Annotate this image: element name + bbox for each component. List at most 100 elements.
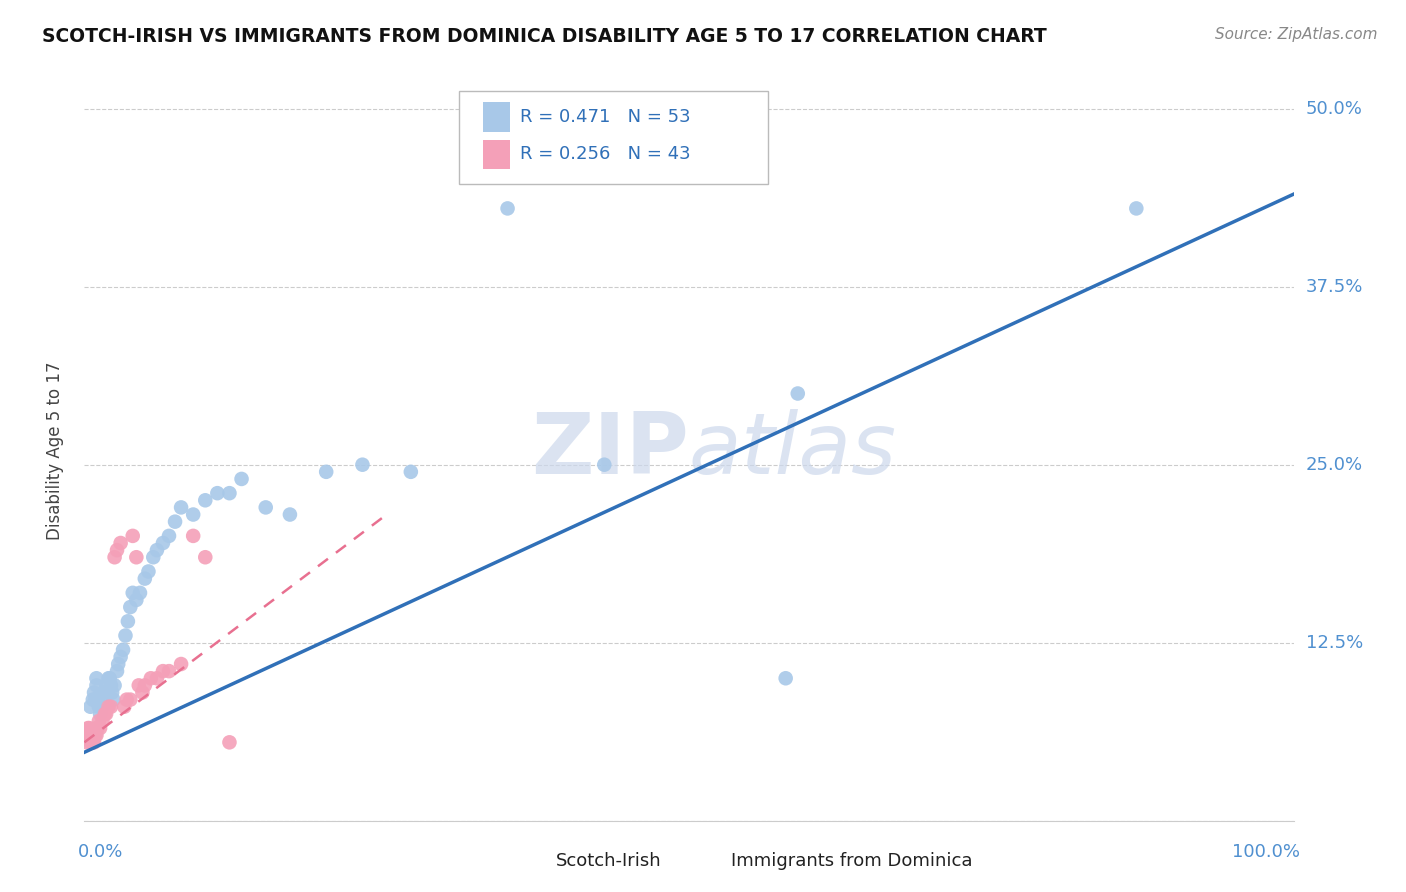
Point: [117, 615, 139, 629]
Point: [86, 692, 108, 706]
Text: R = 0.256   N = 43: R = 0.256 N = 43: [520, 145, 690, 163]
Text: Source: ZipAtlas.com: Source: ZipAtlas.com: [1215, 27, 1378, 42]
Point: [218, 735, 240, 749]
Point: [110, 649, 132, 664]
Point: [79, 699, 101, 714]
Point: [254, 500, 277, 515]
Point: [89, 721, 111, 735]
Bar: [484, 139, 510, 169]
Point: [91, 699, 114, 714]
Point: [105, 664, 128, 678]
Text: SCOTCH-IRISH VS IMMIGRANTS FROM DOMINICA DISABILITY AGE 5 TO 17 CORRELATION CHAR: SCOTCH-IRISH VS IMMIGRANTS FROM DOMINICA…: [42, 27, 1047, 45]
Point: [83, 728, 105, 742]
Point: [103, 692, 125, 706]
Point: [120, 600, 142, 615]
FancyBboxPatch shape: [460, 91, 768, 184]
Point: [786, 386, 808, 401]
Point: [110, 536, 132, 550]
Point: [86, 671, 108, 685]
Point: [112, 642, 135, 657]
Point: [399, 465, 422, 479]
Text: 25.0%: 25.0%: [1306, 456, 1362, 474]
Point: [129, 586, 152, 600]
Point: [352, 458, 374, 472]
Point: [194, 493, 217, 508]
Point: [77, 728, 100, 742]
Point: [79, 728, 101, 742]
Point: [105, 543, 128, 558]
Point: [170, 500, 193, 515]
Point: [84, 692, 107, 706]
Point: [86, 728, 108, 742]
Point: [83, 735, 105, 749]
Point: [114, 628, 136, 642]
Point: [138, 565, 160, 579]
Point: [112, 699, 135, 714]
Point: [91, 714, 114, 728]
Point: [76, 735, 98, 749]
Point: [157, 529, 180, 543]
Bar: [526, 848, 550, 875]
Text: Scotch-Irish: Scotch-Irish: [555, 853, 662, 871]
Point: [496, 202, 519, 216]
Point: [94, 706, 117, 721]
Point: [775, 671, 797, 685]
Point: [77, 721, 100, 735]
Point: [181, 508, 204, 522]
Point: [128, 678, 150, 692]
Point: [86, 721, 108, 735]
Point: [77, 721, 100, 735]
Text: 37.5%: 37.5%: [1306, 277, 1362, 296]
Point: [94, 678, 117, 692]
Point: [152, 664, 174, 678]
Point: [125, 593, 148, 607]
Point: [107, 657, 129, 671]
Y-axis label: Disability Age 5 to 17: Disability Age 5 to 17: [45, 361, 63, 540]
Text: 0.0%: 0.0%: [79, 843, 124, 861]
Point: [82, 735, 104, 749]
Point: [120, 692, 142, 706]
Point: [82, 692, 104, 706]
Point: [89, 706, 111, 721]
Point: [101, 685, 124, 699]
Text: R = 0.471   N = 53: R = 0.471 N = 53: [520, 108, 690, 127]
Point: [131, 685, 153, 699]
Point: [79, 735, 101, 749]
Point: [315, 465, 337, 479]
Point: [207, 486, 229, 500]
Text: atlas: atlas: [689, 409, 897, 492]
Point: [278, 508, 301, 522]
Point: [121, 586, 143, 600]
Point: [1125, 202, 1147, 216]
Point: [100, 678, 122, 692]
Bar: [702, 848, 725, 875]
Point: [84, 728, 107, 742]
Point: [98, 671, 121, 685]
Point: [134, 572, 156, 586]
Point: [134, 678, 156, 692]
Point: [170, 657, 193, 671]
Point: [142, 550, 165, 565]
Point: [86, 721, 108, 735]
Text: 12.5%: 12.5%: [1306, 633, 1362, 652]
Point: [82, 728, 104, 742]
Point: [77, 728, 100, 742]
Point: [218, 486, 240, 500]
Text: Immigrants from Dominica: Immigrants from Dominica: [731, 853, 973, 871]
Point: [152, 536, 174, 550]
Point: [121, 529, 143, 543]
Point: [87, 714, 110, 728]
Point: [194, 550, 217, 565]
Point: [146, 671, 169, 685]
Text: ZIP: ZIP: [531, 409, 689, 492]
Point: [80, 728, 103, 742]
Text: 50.0%: 50.0%: [1306, 100, 1362, 118]
Point: [94, 706, 117, 721]
Point: [146, 543, 169, 558]
Point: [100, 699, 122, 714]
Point: [157, 664, 180, 678]
Point: [104, 550, 127, 565]
Point: [83, 685, 105, 699]
Point: [115, 692, 138, 706]
Point: [97, 671, 120, 685]
